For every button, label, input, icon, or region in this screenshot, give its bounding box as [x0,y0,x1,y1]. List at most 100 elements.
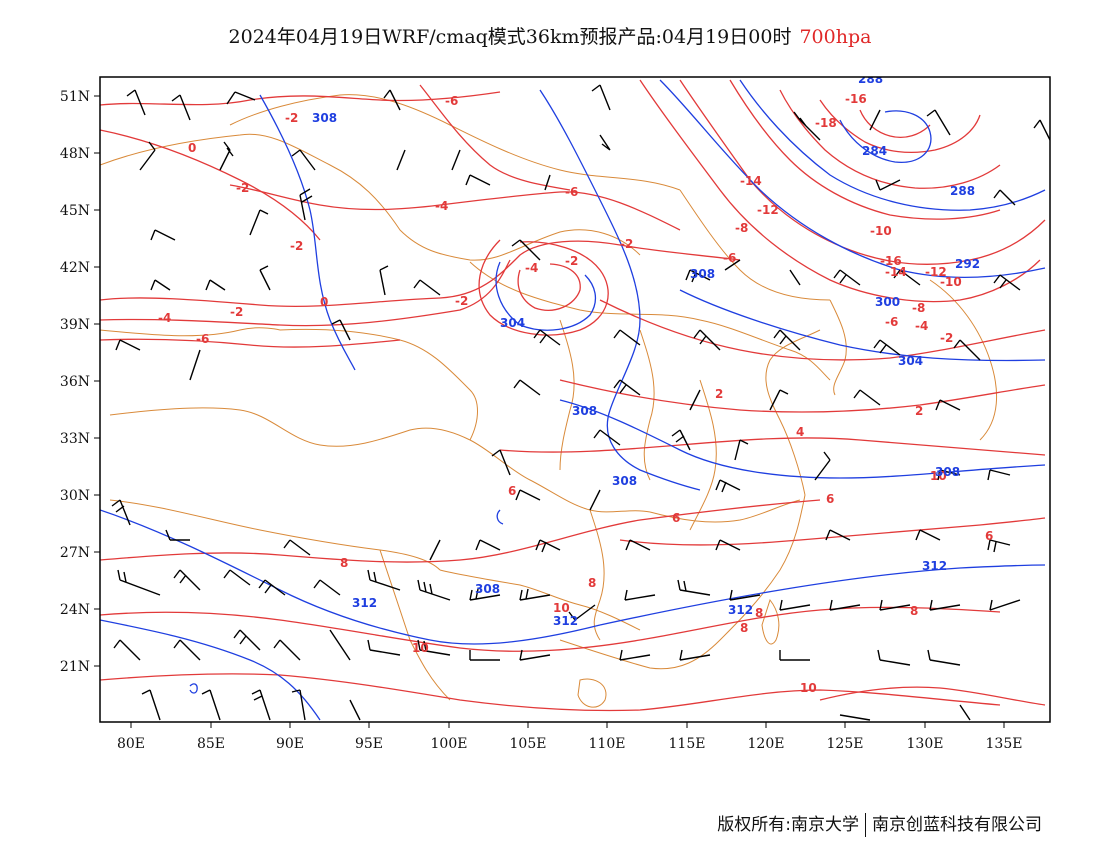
temp-label: 8 [588,576,596,590]
central-border-3 [689,379,717,531]
china-west-border [100,133,641,261]
height-labels: 308 308 304 308 308 288 284 288 292 300 … [312,77,980,628]
temp-label: -4 [915,319,928,333]
temp-label: -2 [236,181,249,195]
height-label: 308 [935,465,960,479]
map-title: 2024年04月19日WRF/cmaq模式36km预报产品:04月19日00时 7… [0,22,1100,49]
y-tick-label: 39N [60,317,90,333]
y-tick-label: 45N [60,203,90,219]
y-tick-label: 21N [60,659,90,675]
central-border-5 [649,499,801,523]
temp-label: 6 [508,484,516,498]
korea-peninsula [829,299,847,396]
temp-label: 6 [985,529,993,543]
temp-label: -2 [565,254,578,268]
temp-label: -4 [158,311,171,325]
temperature-labels: -6 -2 0 -2 -4 -2 -2 -6 -4 -2 -2 -14 -16 … [158,92,993,695]
x-tick-label: 100E [431,736,468,752]
height-label: 300 [875,295,900,309]
northeast-border [679,189,831,301]
height-label: 308 [612,474,637,488]
x-tick-label: 115E [669,736,706,752]
temp-label: -8 [912,301,925,315]
yunnan-border [439,569,641,631]
y-tick-label: 48N [60,146,90,162]
temp-label: 6 [826,492,834,506]
temp-label: -2 [290,239,303,253]
taiwan [761,598,780,645]
plot-frame [99,76,1051,723]
temp-label: -10 [940,275,962,289]
temp-label: 4 [796,425,804,439]
height-label: 308 [572,404,597,418]
central-border-2 [639,329,655,481]
temp-label: 10 [412,641,429,655]
x-tick-label: 90E [276,736,304,752]
height-label: 304 [898,354,923,368]
y-tick-label: 33N [60,431,90,447]
temp-label: -14 [740,174,762,188]
central-border-1 [559,319,575,471]
copyright-company: 南京创蓝科技有限公司 [872,815,1042,835]
temp-label: 6 [672,511,680,525]
mongolia-north-border [229,94,681,191]
temp-label: -4 [435,199,448,213]
temp-label: -2 [285,111,298,125]
southwest-border [109,499,441,571]
temperature-contours [100,79,1046,712]
temp-label: 2 [915,404,923,418]
temp-label: -6 [445,94,458,108]
sichuan-border [469,439,651,513]
y-tick-label: 24N [60,602,90,618]
x-tick-label: 130E [907,736,944,752]
temp-label: -10 [870,224,892,238]
temp-label: -12 [757,203,779,217]
height-label: 308 [690,267,715,281]
temp-label: 8 [740,621,748,635]
temp-label: -18 [815,116,837,130]
temp-label: 10 [930,469,947,483]
x-tick-label: 85E [197,736,225,752]
height-label: 312 [553,614,578,628]
inner-mongolia-border [469,261,831,381]
east-coast [765,329,821,496]
xinjiang-south [100,327,281,337]
x-axis [130,722,1005,728]
x-tick-label: 105E [510,736,547,752]
temp-label: 10 [553,601,570,615]
height-label: 312 [352,596,377,610]
temp-label: 8 [340,556,348,570]
height-label: 308 [475,582,500,596]
myanmar-border [379,549,451,701]
x-tick-label: 80E [117,736,145,752]
temp-label: -14 [885,265,907,279]
y-tick-label: 51N [60,89,90,105]
title-pressure-level: 700hpa [799,26,872,48]
temp-label: 8 [755,606,763,620]
height-label: 308 [312,111,337,125]
hainan [577,678,607,708]
height-contours [100,79,1046,721]
temp-label: -2 [620,237,633,251]
x-tick-labels: 80E 85E 90E 95E 100E 105E 110E 115E 120E… [117,736,1023,752]
title-text: 2024年04月19日WRF/cmaq模式36km预报产品:04月19日00时 [228,26,792,48]
y-tick-label: 27N [60,545,90,561]
temp-label: -4 [525,261,538,275]
tibet-border [109,407,471,447]
x-tick-label: 110E [589,736,626,752]
height-label: 284 [862,144,887,158]
temp-label: -6 [565,185,578,199]
x-tick-label: 95E [355,736,383,752]
height-label: 288 [950,184,975,198]
x-tick-label: 135E [986,736,1023,752]
footer-divider [865,813,866,837]
temp-label: -2 [230,305,243,319]
x-tick-label: 120E [748,736,785,752]
temp-label: -2 [455,294,468,308]
temp-label: 0 [188,141,196,155]
y-tick-label: 42N [60,260,90,276]
x-tick-label: 125E [827,736,864,752]
temp-label: 2 [715,387,723,401]
y-tick-label: 36N [60,374,90,390]
